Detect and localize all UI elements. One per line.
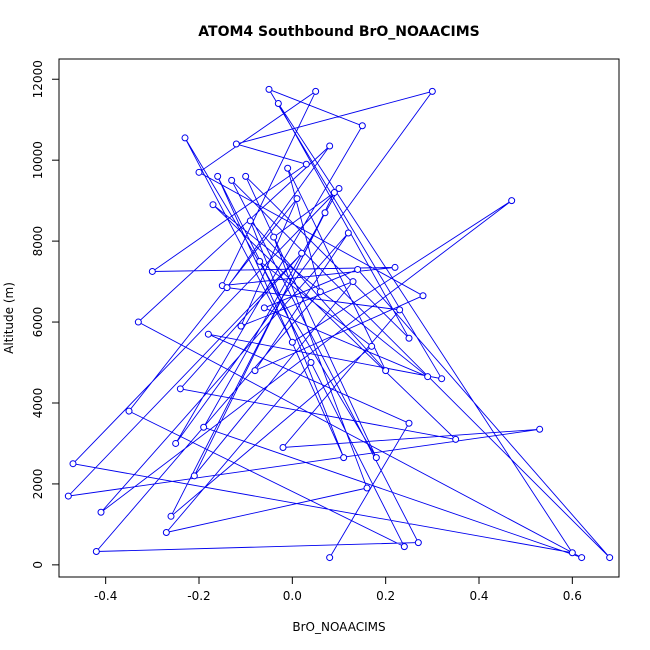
data-point — [148, 267, 156, 275]
data-point — [200, 423, 208, 431]
data-point — [321, 209, 329, 217]
data-point — [228, 176, 236, 184]
data-point — [134, 318, 142, 326]
data-point — [368, 342, 376, 350]
x-tick-label: 0.0 — [283, 589, 302, 603]
data-point — [195, 168, 203, 176]
data-point — [452, 435, 460, 443]
data-point — [181, 134, 189, 142]
data-point — [326, 554, 334, 562]
data-point — [316, 288, 324, 296]
data-point — [606, 554, 614, 562]
y-tick-label: 8000 — [31, 226, 45, 257]
data-point — [214, 172, 222, 180]
y-tick-label: 6000 — [31, 307, 45, 338]
data-point — [354, 265, 362, 273]
y-tick-label: 2000 — [31, 469, 45, 500]
data-point — [209, 201, 217, 209]
data-point — [363, 484, 371, 492]
data-point — [167, 512, 175, 520]
y-axis: 0 2000 4000 6000 8000 10000 12000 — [31, 60, 60, 569]
data-point — [288, 338, 296, 346]
data-point — [372, 454, 380, 462]
data-point — [270, 233, 278, 241]
data-point — [424, 373, 432, 381]
data-point — [382, 367, 390, 375]
y-tick-label: 4000 — [31, 388, 45, 419]
data-point — [265, 85, 273, 93]
data-point — [274, 100, 282, 108]
data-point — [246, 217, 254, 225]
data-point — [568, 549, 576, 557]
data-point — [326, 142, 334, 150]
data-point — [256, 257, 264, 265]
data-point — [204, 330, 212, 338]
data-point — [232, 140, 240, 148]
y-tick-label: 10000 — [31, 141, 45, 179]
data-point — [419, 292, 427, 300]
data-point — [172, 439, 180, 447]
x-axis: -0.4 -0.2 0.0 0.2 0.4 0.6 — [94, 576, 582, 603]
data-point — [405, 419, 413, 427]
data-point — [162, 528, 170, 536]
y-tick-label: 0 — [31, 561, 45, 569]
data-point — [400, 543, 408, 551]
data-point — [237, 322, 245, 330]
data-point — [97, 508, 105, 516]
data-point — [251, 367, 259, 375]
x-tick-label: 0.6 — [563, 589, 582, 603]
data-point — [330, 189, 338, 197]
data-point — [298, 249, 306, 257]
x-tick-label: -0.2 — [187, 589, 210, 603]
data-point — [260, 304, 268, 312]
data-point — [344, 229, 352, 237]
data-point — [340, 454, 348, 462]
data-point — [391, 263, 399, 271]
chart-title: ATOM4 Southbound BrO_NOAACIMS — [198, 24, 479, 40]
data-point — [358, 122, 366, 130]
data-point — [414, 539, 422, 547]
data-point — [508, 197, 516, 205]
data-point — [293, 195, 301, 203]
data-point — [284, 164, 292, 172]
series-line — [67, 88, 611, 559]
data-point — [536, 425, 544, 433]
data-point — [64, 492, 72, 500]
data-point — [335, 185, 343, 192]
data-point — [125, 407, 133, 415]
x-tick-label: 0.4 — [469, 589, 488, 603]
x-axis-label: BrO_NOAACIMS — [292, 620, 385, 634]
x-tick-label: -0.4 — [94, 589, 117, 603]
data-point — [438, 375, 446, 383]
y-axis-label: Altitude (m) — [2, 282, 16, 354]
data-point — [302, 160, 310, 168]
data-point — [223, 284, 231, 292]
data-point — [349, 278, 357, 286]
data-point — [396, 306, 404, 314]
data-point — [190, 472, 198, 480]
data-point — [69, 460, 77, 468]
x-tick-label: 0.2 — [376, 589, 395, 603]
data-point — [307, 359, 315, 367]
data-point — [428, 87, 436, 95]
data-point — [405, 334, 413, 342]
data-point — [578, 554, 586, 562]
data-point — [242, 172, 250, 180]
data-point — [176, 385, 184, 393]
series-layer — [64, 85, 614, 562]
data-point — [279, 444, 287, 451]
y-tick-label: 12000 — [31, 60, 45, 98]
data-point — [312, 87, 320, 95]
data-point — [92, 548, 100, 556]
